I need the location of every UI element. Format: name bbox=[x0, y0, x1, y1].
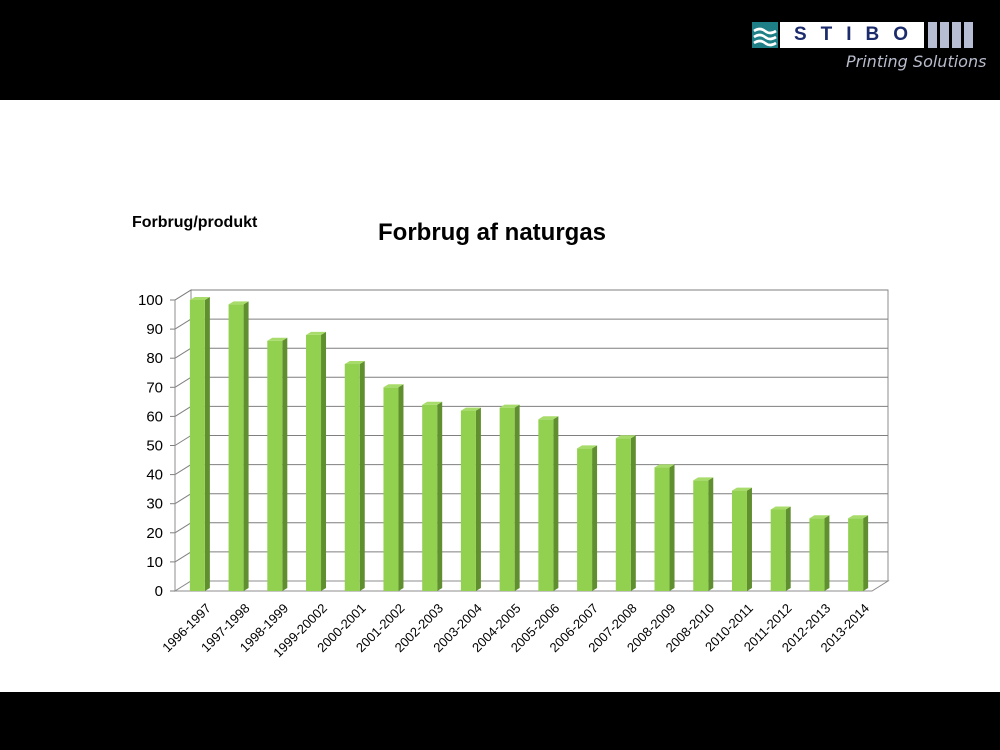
gridline-side bbox=[174, 347, 192, 359]
bar-side bbox=[204, 297, 210, 591]
bar bbox=[770, 509, 786, 591]
y-tick-label: 20 bbox=[146, 525, 163, 542]
y-tick-label: 40 bbox=[146, 467, 163, 484]
bar-top bbox=[189, 297, 210, 300]
gridline-side bbox=[174, 289, 192, 301]
logo-subtitle: Printing Solutions bbox=[846, 52, 987, 71]
bar-side bbox=[630, 435, 636, 591]
bar-top bbox=[770, 506, 791, 510]
bar-top bbox=[538, 416, 559, 420]
bar-side bbox=[514, 404, 520, 591]
bar-side bbox=[475, 407, 481, 591]
bar-side bbox=[321, 331, 327, 591]
bar-top bbox=[228, 301, 249, 305]
bar bbox=[499, 407, 515, 591]
bar bbox=[538, 419, 554, 591]
bar-side bbox=[708, 477, 714, 591]
bar bbox=[577, 448, 593, 591]
bar-top bbox=[422, 401, 443, 405]
bar-top bbox=[731, 487, 752, 491]
bar bbox=[693, 480, 709, 591]
gridline-side bbox=[174, 318, 192, 330]
bar-top bbox=[499, 404, 520, 408]
stibo-logo: STIBO Printing Solutions bbox=[752, 20, 992, 80]
bar-top bbox=[460, 407, 481, 411]
bar bbox=[422, 404, 438, 591]
bar-side bbox=[282, 337, 288, 591]
bar-top bbox=[848, 515, 869, 519]
bar bbox=[731, 490, 747, 591]
bar bbox=[460, 410, 476, 591]
bar bbox=[848, 518, 864, 591]
bar-top bbox=[306, 331, 327, 335]
bar-side bbox=[437, 401, 443, 591]
bar bbox=[809, 518, 825, 591]
bar-side bbox=[746, 487, 752, 591]
bar bbox=[615, 438, 631, 591]
chart-title: Forbrug af naturgas bbox=[378, 219, 607, 246]
bar-top bbox=[577, 445, 598, 449]
gridline-side bbox=[174, 551, 192, 563]
logo-wordmark: STIBO bbox=[780, 22, 924, 48]
bar bbox=[383, 387, 399, 591]
header-band bbox=[0, 0, 1000, 100]
bar-side bbox=[243, 301, 249, 591]
bar-top bbox=[693, 477, 714, 481]
y-tick-label: 30 bbox=[146, 496, 163, 513]
gridline-side bbox=[174, 376, 192, 388]
y-tick-label: 80 bbox=[146, 350, 163, 367]
y-tick-label: 60 bbox=[146, 408, 163, 425]
bar bbox=[306, 334, 322, 591]
gridline-side bbox=[174, 464, 192, 476]
wave-logo-icon bbox=[752, 22, 778, 48]
y-tick-label: 90 bbox=[146, 321, 163, 338]
y-tick-label: 100 bbox=[138, 292, 163, 309]
bar-side bbox=[359, 361, 365, 591]
bar-side bbox=[398, 384, 404, 591]
footer-band bbox=[0, 692, 1000, 750]
y-tick-label: 50 bbox=[146, 438, 163, 455]
y-tick-label: 10 bbox=[146, 554, 163, 571]
bar bbox=[189, 300, 205, 591]
y-tick-label: 70 bbox=[146, 379, 163, 396]
bar-top bbox=[344, 361, 365, 365]
gridline-side bbox=[174, 405, 192, 417]
y-axis-title: Forbrug/produkt bbox=[132, 214, 258, 231]
bar-top bbox=[267, 337, 288, 341]
gridline-side bbox=[174, 435, 192, 446]
bar bbox=[344, 364, 360, 591]
bar bbox=[267, 340, 283, 591]
bar-top bbox=[615, 435, 636, 439]
y-tick-label: 0 bbox=[155, 583, 163, 600]
bar-side bbox=[863, 515, 869, 591]
bar-side bbox=[785, 506, 791, 591]
bar-side bbox=[592, 445, 598, 591]
bar-side bbox=[824, 515, 830, 591]
gridline-side bbox=[174, 493, 192, 505]
bar bbox=[654, 467, 670, 591]
gridline-side bbox=[174, 522, 192, 534]
bar-top bbox=[383, 384, 404, 388]
bar bbox=[228, 304, 244, 591]
bar-top bbox=[809, 515, 830, 519]
bar-top bbox=[654, 464, 675, 468]
bar-side bbox=[669, 464, 675, 591]
bar-side bbox=[553, 416, 559, 591]
